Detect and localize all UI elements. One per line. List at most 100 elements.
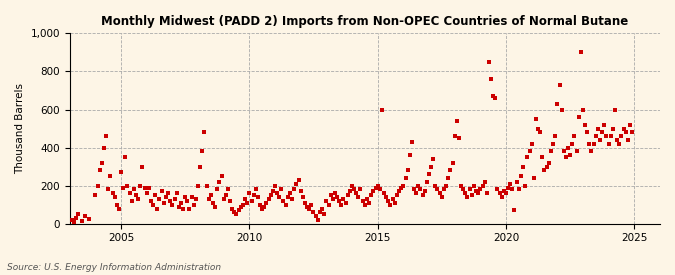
Point xyxy=(146,199,157,203)
Point xyxy=(199,130,210,134)
Point xyxy=(122,183,133,188)
Point xyxy=(225,199,236,203)
Point xyxy=(447,161,458,165)
Point xyxy=(593,126,603,131)
Point xyxy=(282,195,293,199)
Point xyxy=(323,202,334,207)
Point xyxy=(331,195,342,199)
Point xyxy=(265,193,276,197)
Point xyxy=(479,180,490,184)
Point xyxy=(197,149,208,154)
Point xyxy=(95,168,105,173)
Point xyxy=(571,149,582,154)
Point xyxy=(520,183,531,188)
Point xyxy=(272,191,283,196)
Point xyxy=(131,193,142,197)
Point xyxy=(244,191,255,196)
Point xyxy=(505,182,516,186)
Point xyxy=(445,168,456,173)
Point xyxy=(524,149,535,154)
Point xyxy=(434,191,445,196)
Point xyxy=(584,142,595,146)
Point xyxy=(552,101,563,106)
Point xyxy=(124,191,135,196)
Point xyxy=(254,202,265,207)
Point xyxy=(462,195,472,199)
Y-axis label: Thousand Barrels: Thousand Barrels xyxy=(15,83,25,174)
Point xyxy=(509,208,520,213)
Point xyxy=(614,142,625,146)
Point xyxy=(392,193,402,197)
Point xyxy=(481,191,492,196)
Point xyxy=(624,123,635,127)
Point xyxy=(477,183,488,188)
Point xyxy=(413,183,424,188)
Point xyxy=(240,197,250,201)
Point xyxy=(150,193,161,197)
Point xyxy=(90,193,101,197)
Point xyxy=(472,191,483,196)
Point xyxy=(210,204,221,209)
Point xyxy=(620,130,631,134)
Point xyxy=(573,115,584,119)
Point xyxy=(616,134,627,138)
Point xyxy=(421,180,432,184)
Point xyxy=(236,204,246,209)
Point xyxy=(406,140,417,144)
Point xyxy=(383,199,394,203)
Point xyxy=(381,195,392,199)
Point xyxy=(411,191,422,196)
Point xyxy=(79,214,90,218)
Point xyxy=(511,180,522,184)
Point xyxy=(231,212,242,216)
Point xyxy=(259,204,270,209)
Point xyxy=(387,197,398,201)
Point xyxy=(586,149,597,154)
Point xyxy=(333,199,344,203)
Point xyxy=(415,187,426,192)
Point xyxy=(208,201,219,205)
Point xyxy=(560,155,571,159)
Point xyxy=(205,193,216,197)
Point xyxy=(487,94,498,98)
Point xyxy=(450,134,460,138)
Point xyxy=(321,199,332,203)
Point xyxy=(315,210,325,214)
Point xyxy=(128,187,139,192)
Point xyxy=(252,195,263,199)
Point xyxy=(289,187,300,192)
Point xyxy=(597,130,608,134)
Point xyxy=(362,197,373,201)
Point xyxy=(340,201,351,205)
Point xyxy=(173,204,184,209)
Point xyxy=(545,149,556,154)
Point xyxy=(261,201,272,205)
Point xyxy=(203,197,214,201)
Point xyxy=(188,202,199,207)
Point xyxy=(558,149,569,154)
Point xyxy=(111,202,122,207)
Point xyxy=(137,164,148,169)
Point xyxy=(468,183,479,188)
Point xyxy=(310,214,321,218)
Point xyxy=(516,174,526,178)
Point xyxy=(178,206,188,211)
Point xyxy=(190,197,201,201)
Point xyxy=(171,191,182,196)
Point xyxy=(549,134,560,138)
Point xyxy=(304,206,315,211)
Point xyxy=(580,123,591,127)
Point xyxy=(347,183,358,188)
Point xyxy=(144,185,155,190)
Point xyxy=(280,202,291,207)
Point xyxy=(148,202,159,207)
Point xyxy=(610,107,620,112)
Point xyxy=(622,138,633,142)
Point xyxy=(456,183,466,188)
Title: Monthly Midwest (PADD 2) Imports from Non-OPEC Countries of Normal Butane: Monthly Midwest (PADD 2) Imports from No… xyxy=(101,15,628,28)
Point xyxy=(293,178,304,182)
Point xyxy=(529,176,539,180)
Point xyxy=(216,174,227,178)
Point xyxy=(107,191,118,196)
Point xyxy=(522,155,533,159)
